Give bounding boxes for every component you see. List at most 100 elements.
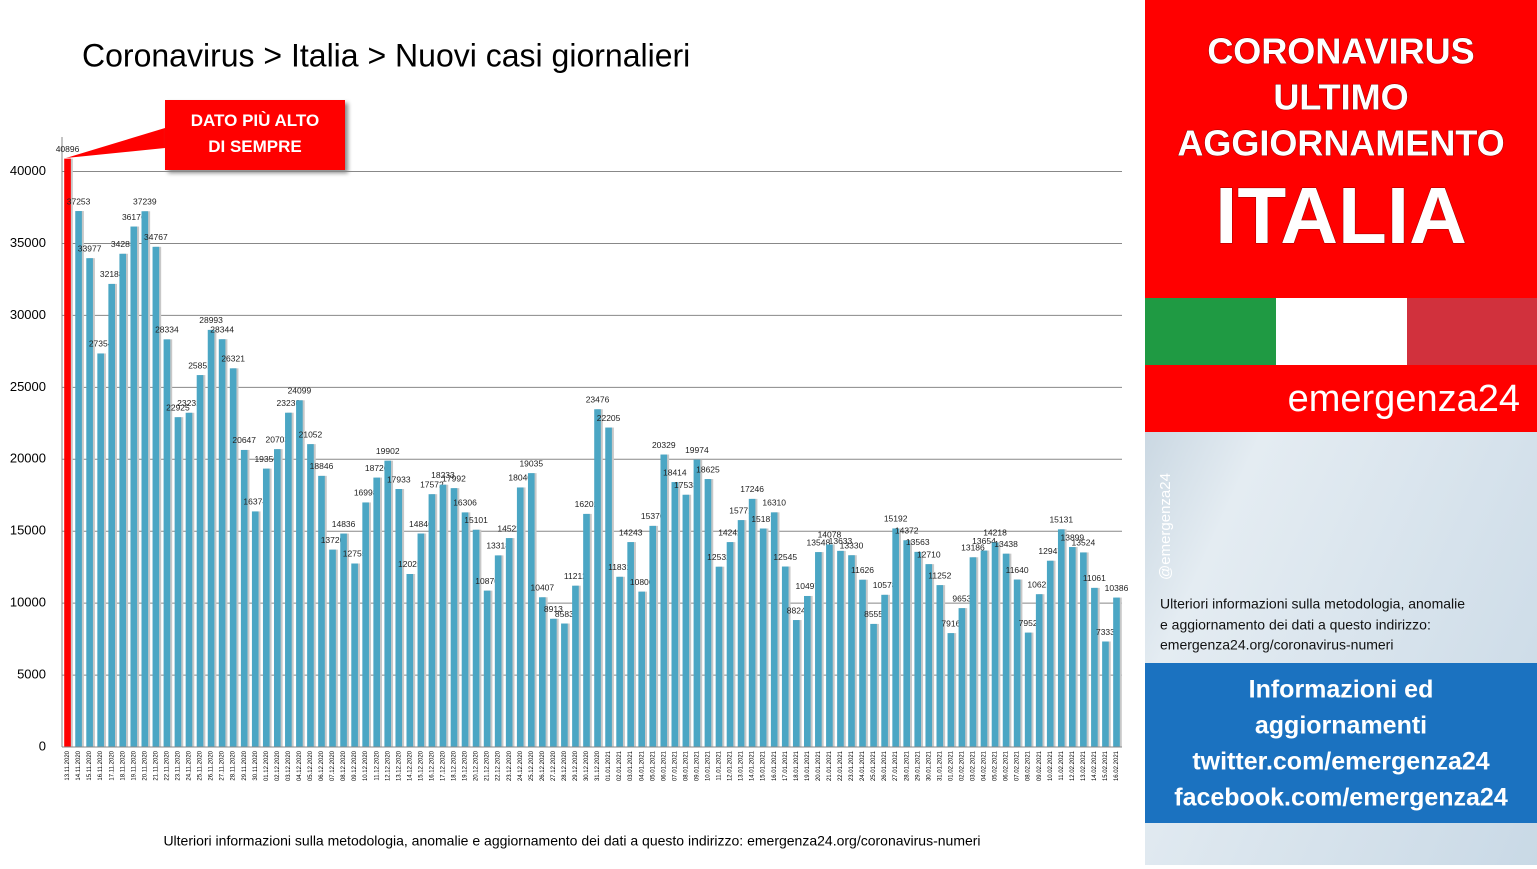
x-tick-label: 25.12.2020: [529, 750, 535, 781]
value-label: 27354: [89, 339, 113, 349]
bar: [759, 528, 767, 747]
bar: [274, 449, 281, 747]
bar: [594, 409, 601, 747]
bar: [64, 158, 71, 747]
links-text: facebook.com/emergenza24: [1174, 784, 1508, 812]
bar: [196, 375, 204, 747]
x-tick-label: 11.01.2021: [717, 750, 723, 780]
value-label: 20329: [652, 440, 676, 450]
bar: [318, 475, 325, 747]
value-label: 22925: [166, 402, 190, 412]
x-tick-label: 12.01.2021: [728, 750, 734, 781]
y-tick-label: 25000: [10, 379, 46, 394]
x-tick-label: 16.01.2021: [772, 750, 778, 781]
x-tick-label: 27.01.2021: [893, 750, 899, 781]
value-label: 11061: [1083, 573, 1106, 583]
bar: [527, 473, 535, 747]
y-tick-label: 15000: [10, 523, 46, 538]
bar: [1002, 553, 1010, 747]
bar: [108, 283, 115, 747]
bar: [980, 550, 988, 747]
value-label: 19350: [254, 454, 278, 464]
value-label: 18040: [508, 473, 532, 483]
bar: [373, 477, 380, 747]
bar: [870, 623, 877, 747]
bar: [307, 444, 314, 747]
bar: [229, 368, 237, 747]
x-tick-label: 20.01.2021: [816, 750, 822, 781]
x-tick-label: 25.11.2020: [198, 750, 204, 780]
x-tick-label: 20.12.2020: [474, 750, 480, 781]
bar: [97, 353, 104, 747]
bar: [340, 533, 347, 747]
x-tick-label: 06.02.2021: [1004, 750, 1010, 781]
value-label: 23231: [177, 398, 201, 408]
y-tick-label: 20000: [10, 451, 46, 466]
x-tick-label: 15.02.2021: [1103, 750, 1109, 781]
bar: [969, 557, 977, 747]
x-tick-label: 29.01.2021: [915, 750, 921, 781]
bar: [561, 623, 568, 747]
chart-title: Coronavirus > Italia > Nuovi casi giorna…: [82, 37, 690, 73]
value-label: 17992: [442, 473, 466, 483]
x-tick-label: 25.01.2021: [871, 750, 877, 781]
flag-green: [1145, 298, 1276, 365]
y-tick-label: 40000: [10, 163, 46, 178]
x-tick-label: 11.02.2021: [1059, 750, 1065, 780]
value-label: 14522: [497, 523, 521, 533]
bar: [1057, 529, 1065, 747]
value-label: 14218: [983, 528, 1007, 538]
x-tick-label: 07.12.2020: [330, 750, 336, 781]
x-tick-label: 04.02.2021: [982, 750, 988, 781]
bar: [251, 511, 259, 747]
value-label: 15192: [884, 514, 908, 524]
bar: [395, 489, 403, 747]
x-tick-label: 23.01.2021: [849, 750, 855, 781]
value-label: 32188: [100, 269, 124, 279]
bar: [914, 551, 922, 747]
value-label: 13438: [994, 539, 1018, 549]
bar: [737, 520, 745, 747]
value-label: 11640: [1006, 565, 1029, 575]
value-label: 10386: [1105, 583, 1129, 593]
x-tick-label: 20.11.2020: [142, 750, 148, 780]
bar: [86, 258, 93, 747]
bar: [726, 542, 734, 747]
bar: [572, 585, 579, 747]
x-tick-label: 11.12.2020: [374, 750, 380, 780]
bar: [881, 594, 888, 747]
bar: [627, 542, 634, 747]
value-label: 16374: [243, 497, 267, 507]
value-label: 26321: [221, 354, 245, 364]
bar: [715, 566, 723, 747]
links-text: aggiornamenti: [1255, 712, 1427, 740]
x-tick-label: 08.12.2020: [341, 750, 347, 781]
bar: [218, 339, 226, 747]
value-label: 13524: [1072, 538, 1096, 548]
bar: [119, 253, 127, 747]
x-tick-label: 19.12.2020: [463, 750, 469, 781]
value-label: 14840: [409, 519, 433, 529]
value-label: 14372: [895, 525, 919, 535]
x-tick-label: 18.01.2021: [794, 750, 800, 781]
x-tick-label: 14.11.2020: [76, 750, 82, 780]
value-label: 15187: [751, 514, 775, 524]
x-tick-label: 01.02.2021: [948, 750, 954, 781]
x-tick-label: 31.01.2021: [937, 750, 943, 781]
value-label: 36176: [122, 212, 146, 222]
value-label: 11831: [608, 562, 631, 572]
value-label: 12710: [917, 549, 941, 559]
x-tick-label: 13.01.2021: [739, 750, 745, 781]
value-label: 14243: [619, 527, 643, 537]
x-tick-label: 09.02.2021: [1037, 750, 1043, 781]
footnote: Ulteriori informazioni sulla metodologia…: [163, 833, 980, 849]
value-label: 40896: [56, 144, 80, 154]
value-label: 13633: [829, 536, 853, 546]
bar: [859, 579, 866, 747]
value-label: 11626: [851, 565, 874, 575]
value-label: 24099: [288, 386, 312, 396]
value-label: 20703: [265, 434, 289, 444]
value-label: 13654: [972, 536, 996, 546]
value-label: 18625: [696, 464, 720, 474]
